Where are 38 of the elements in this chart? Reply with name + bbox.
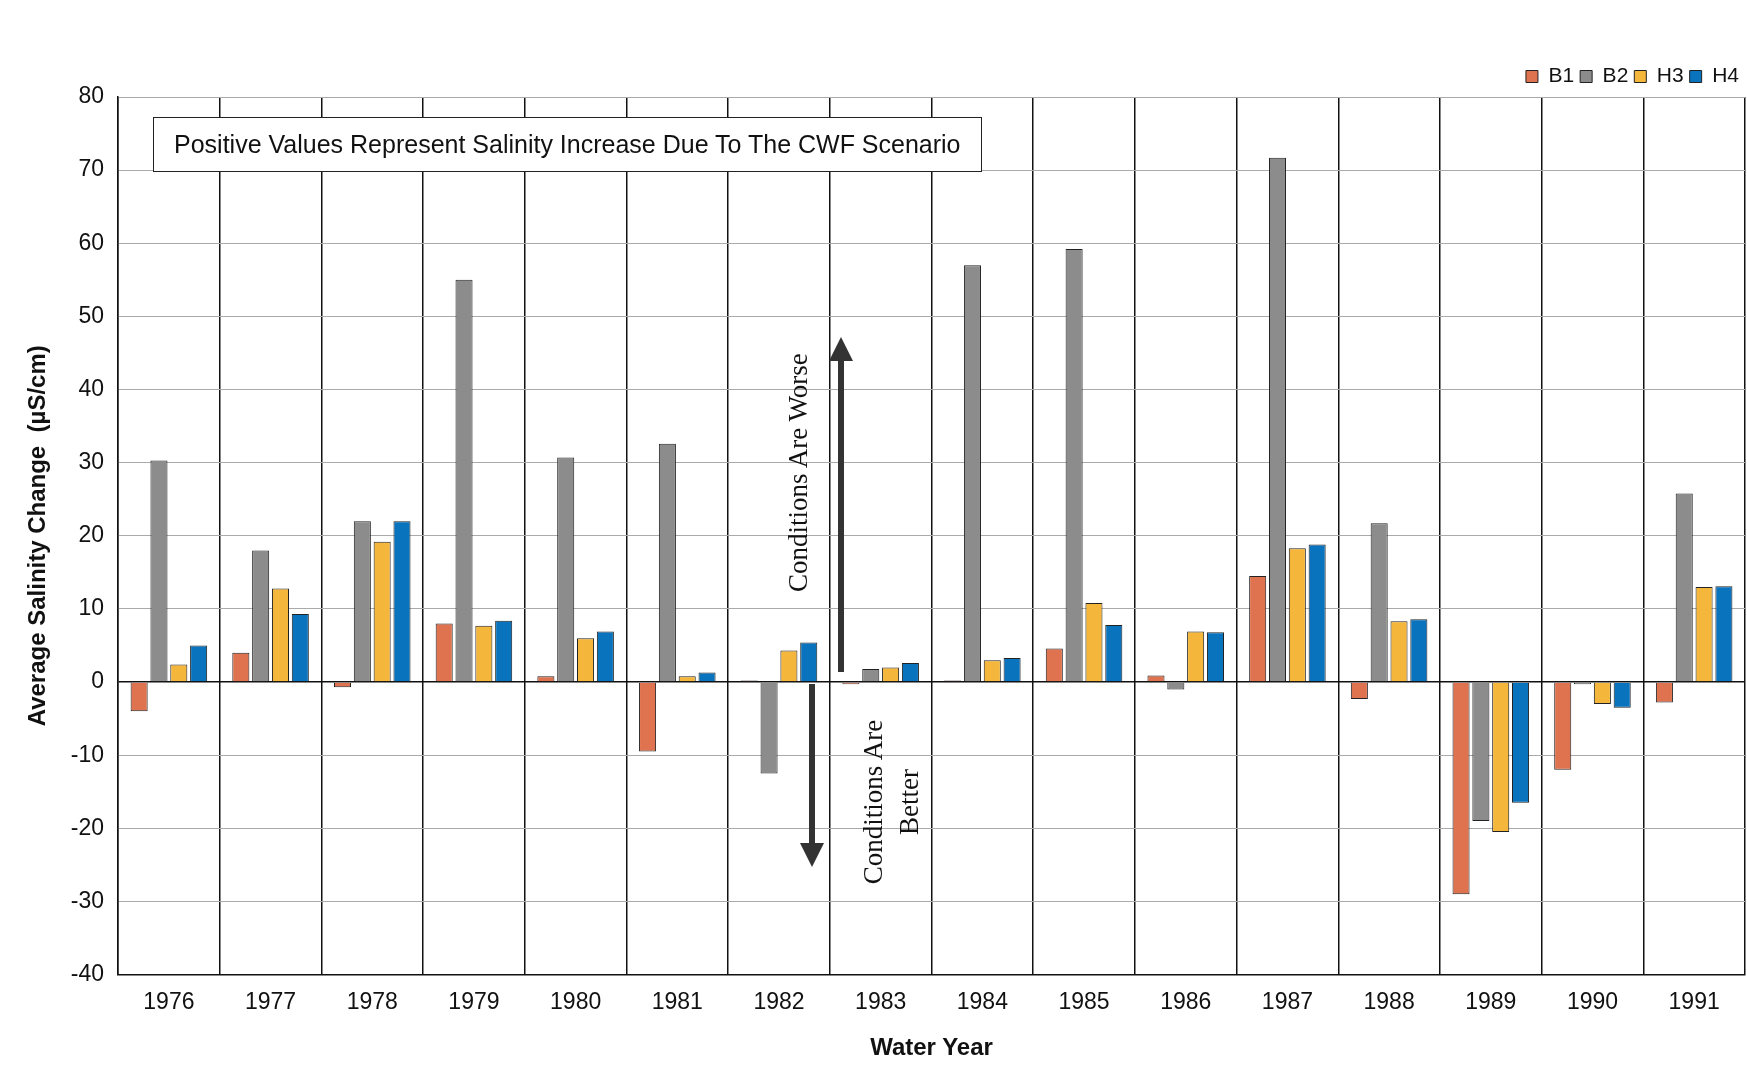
y-tick-label: 60: [78, 228, 105, 255]
annotation: Conditions Are Better: [856, 718, 925, 887]
x-tick-label: 1986: [1160, 987, 1212, 1014]
y-tick-label: 0: [91, 667, 105, 694]
y-tick-label: 80: [78, 82, 105, 109]
y-tick-label: 50: [78, 301, 105, 328]
legend-label: H4: [1712, 63, 1740, 87]
x-tick-label: 1991: [1668, 987, 1720, 1014]
x-tick-label: 1983: [855, 987, 907, 1014]
annotation: Positive Values Represent Salinity Increase Due To The CWF Scenario: [153, 117, 982, 172]
x-tick-label: 1987: [1261, 987, 1313, 1014]
y-tick-label: -10: [70, 740, 105, 767]
x-tick-label: 1978: [346, 987, 398, 1014]
y-tick-label: -30: [70, 886, 105, 913]
x-tick-label: 1976: [143, 987, 195, 1014]
y-tick-label: 20: [78, 521, 105, 548]
y-tick-label: -40: [70, 959, 105, 986]
x-tick-label: 1988: [1363, 987, 1415, 1014]
x-tick-label: 1985: [1058, 987, 1110, 1014]
x-tick-label: 1977: [244, 987, 297, 1014]
y-tick-label: 40: [78, 374, 105, 401]
x-tick-label: 1982: [753, 987, 805, 1014]
y-tick-label: 30: [78, 448, 105, 475]
x-tick-label: 1984: [956, 987, 1009, 1014]
y-tick-label: 70: [78, 155, 105, 182]
y-tick-label: 10: [78, 594, 105, 621]
legend-label: B2: [1602, 63, 1629, 87]
legend-label: B1: [1548, 63, 1575, 87]
x-tick-label: 1979: [448, 987, 500, 1014]
x-tick-label: 1981: [651, 987, 703, 1014]
annotation: Conditions Are Worse: [782, 353, 814, 593]
x-tick-label: 1989: [1465, 987, 1517, 1014]
y-axis-title: Average Salinity Change (µS/cm): [23, 345, 51, 727]
y-tick-label: -20: [70, 813, 105, 840]
x-tick-label: 1980: [550, 987, 602, 1014]
x-axis-title: Water Year: [870, 1033, 993, 1061]
legend-label: H3: [1656, 63, 1684, 87]
x-tick-label: 1990: [1566, 987, 1619, 1014]
